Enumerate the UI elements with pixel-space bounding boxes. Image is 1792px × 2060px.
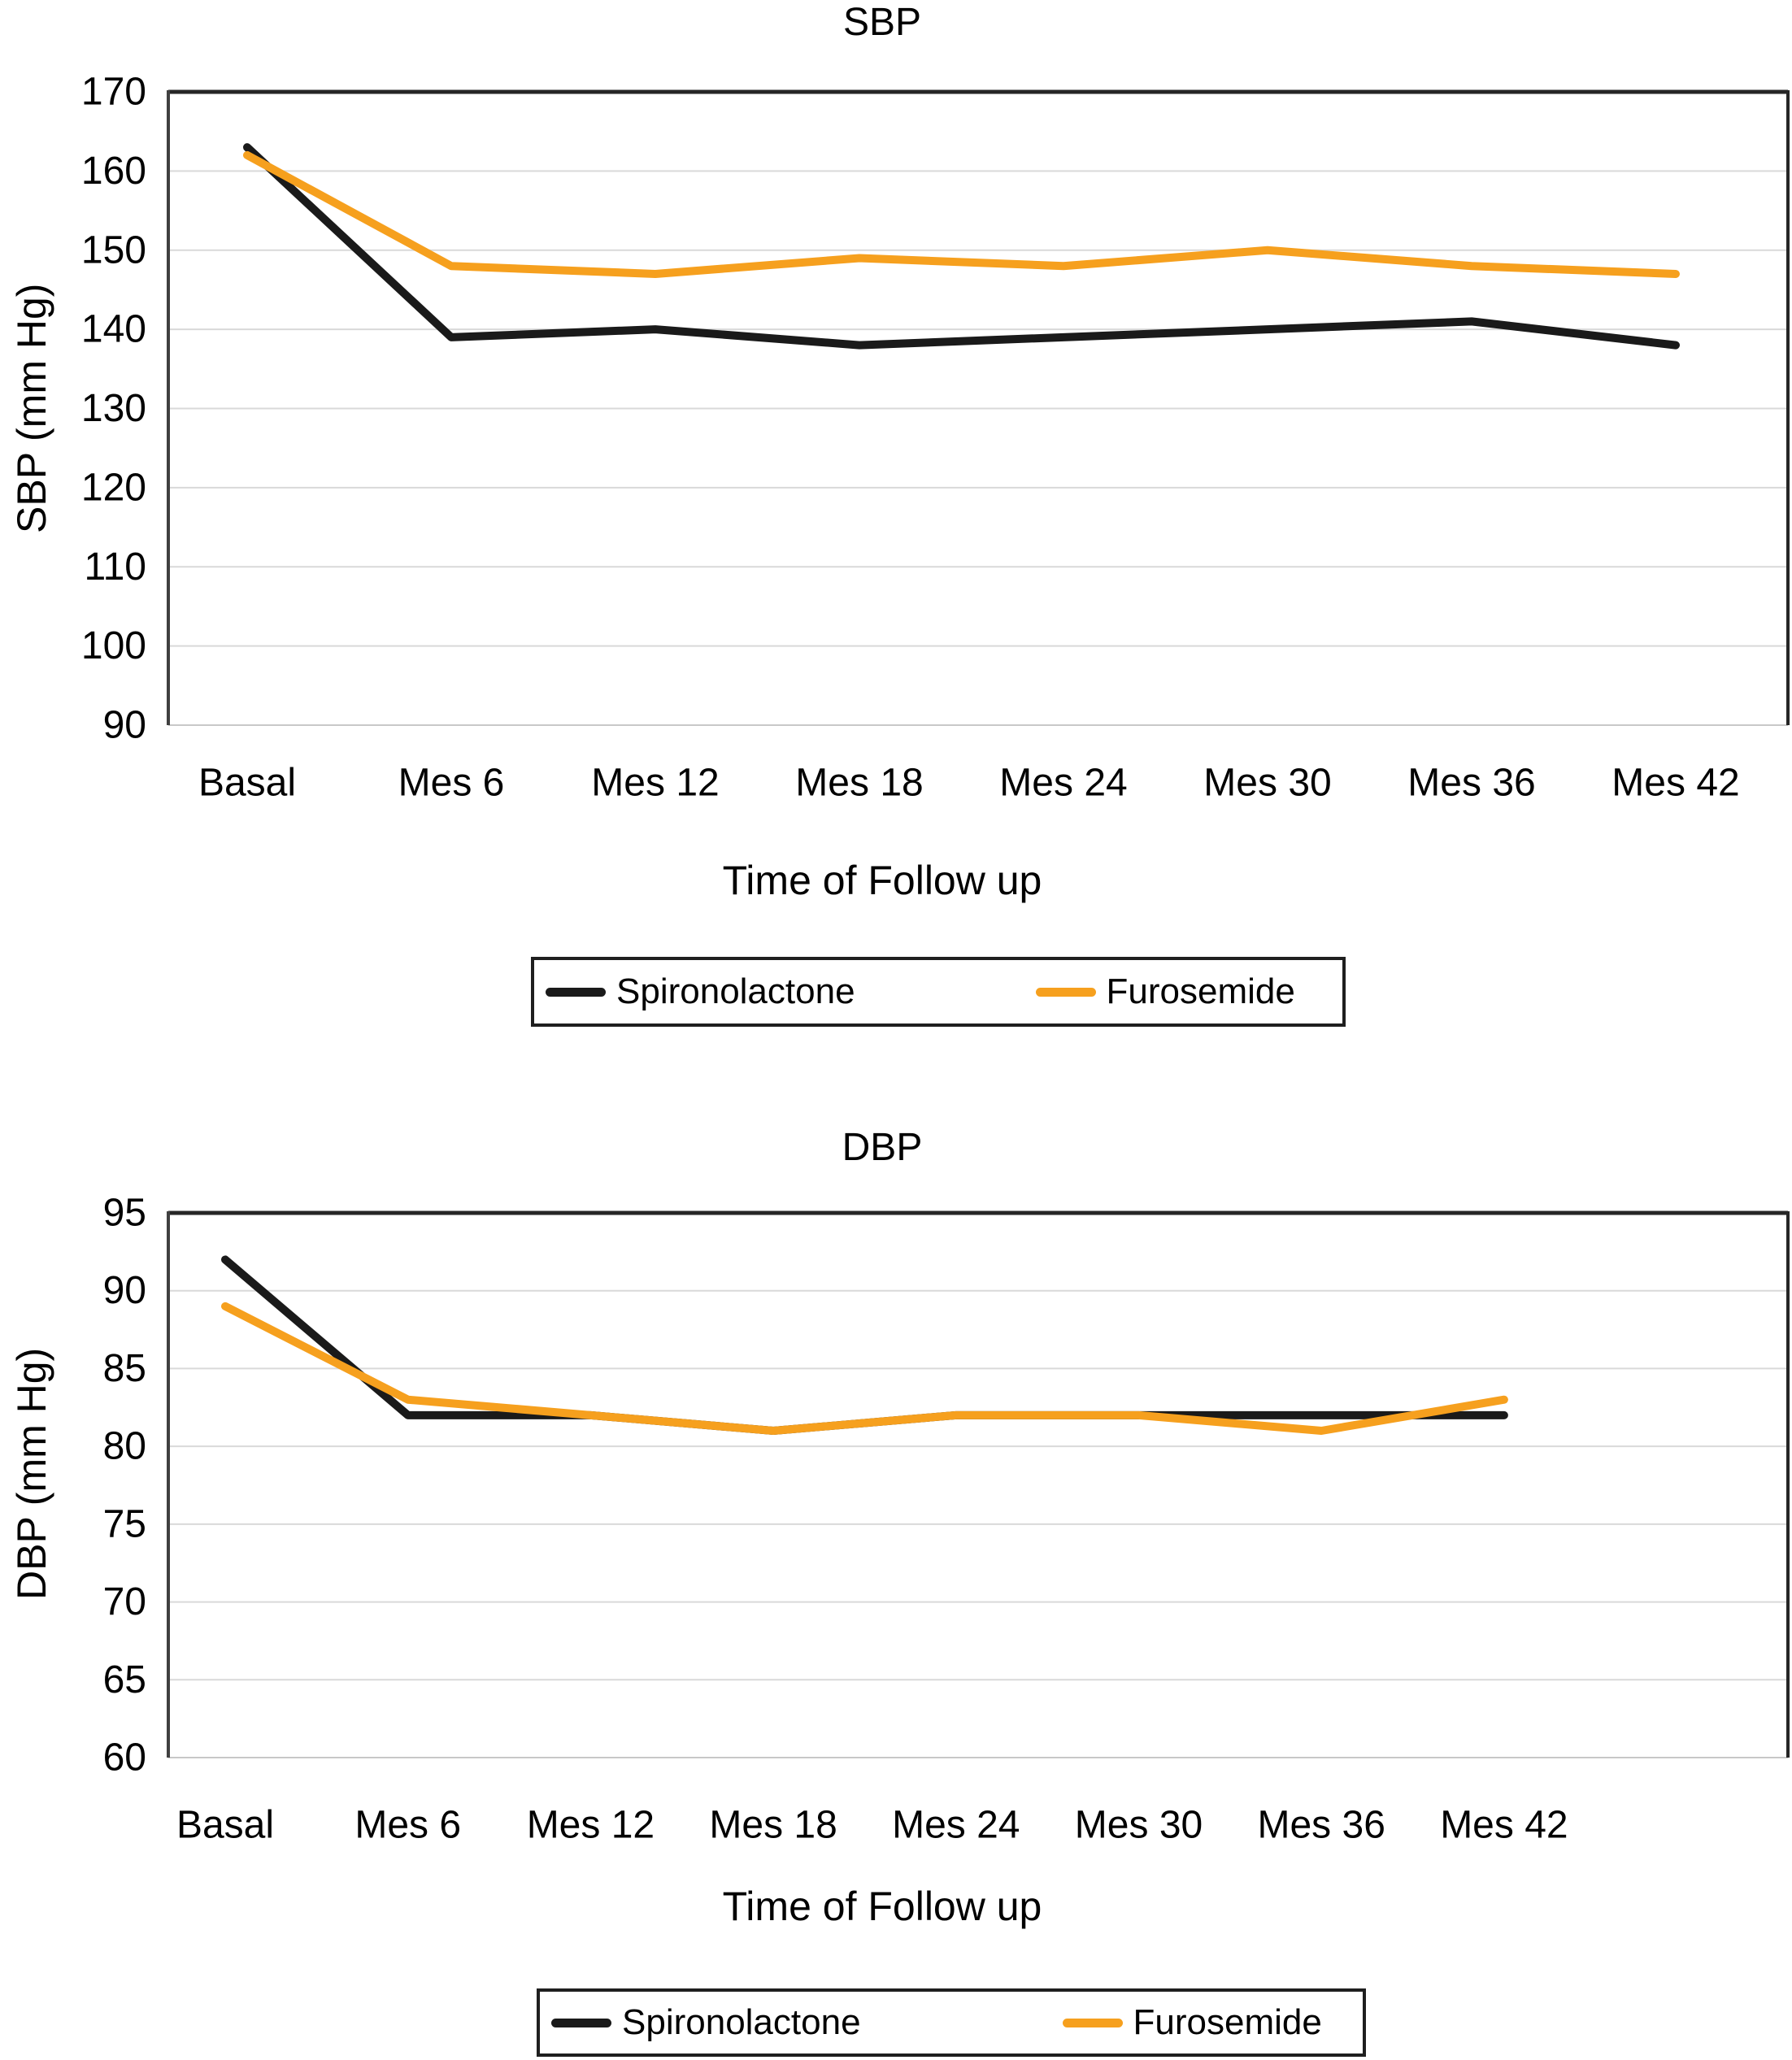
x-tick-label: Mes 12 xyxy=(591,762,719,805)
dbp-x-axis-title: Time of Follow up xyxy=(722,1884,1042,1929)
series-line-furosemide xyxy=(221,1302,1508,1435)
y-tick-label: 170 xyxy=(81,71,146,114)
x-tick-label: Mes 12 xyxy=(527,1804,655,1847)
x-tick-label: Mes 18 xyxy=(709,1804,837,1847)
legend-entry-furosemide: Furosemide xyxy=(1035,971,1295,1012)
x-tick-label: Mes 6 xyxy=(354,1804,461,1847)
x-tick-label: Mes 42 xyxy=(1611,762,1739,805)
x-tick-label: Mes 30 xyxy=(1075,1804,1203,1847)
dbp-legend: Spironolactone Furosemide xyxy=(537,1988,1366,2057)
dbp-y-axis-title: DBP (mm Hg) xyxy=(9,1347,54,1600)
legend-entry-spironolactone: Spironolactone xyxy=(551,2002,861,2043)
y-tick-label: 75 xyxy=(103,1502,146,1545)
y-tick-label: 90 xyxy=(103,704,146,747)
legend-entry-spironolactone: Spironolactone xyxy=(546,971,855,1012)
sbp-chart-title: SBP xyxy=(842,1,922,44)
y-tick-label: 150 xyxy=(81,228,146,272)
spironolactone-line-swatch xyxy=(551,2018,611,2027)
legend-label-spironolactone: Spironolactone xyxy=(616,971,855,1011)
legend-label-furosemide: Furosemide xyxy=(1106,971,1295,1011)
y-tick-label: 110 xyxy=(84,545,146,589)
x-tick-label: Basal xyxy=(176,1804,274,1847)
series-line-spironolactone xyxy=(243,143,1680,350)
y-tick-label: 90 xyxy=(103,1269,146,1312)
y-tick-label: 160 xyxy=(81,150,146,193)
sbp-legend: Spironolactone Furosemide xyxy=(531,957,1346,1027)
x-tick-label: Mes 24 xyxy=(999,762,1127,805)
legend-label-furosemide: Furosemide xyxy=(1133,2002,1322,2042)
series-line-furosemide xyxy=(243,150,1680,278)
dbp-chart-title: DBP xyxy=(842,1126,923,1169)
legend-label-spironolactone: Spironolactone xyxy=(622,2002,861,2042)
legend-entry-furosemide: Furosemide xyxy=(1062,2002,1322,2043)
x-tick-label: Basal xyxy=(198,762,296,805)
x-tick-label: Mes 30 xyxy=(1203,762,1331,805)
x-tick-label: Mes 24 xyxy=(892,1804,1020,1847)
x-tick-label: Mes 36 xyxy=(1257,1804,1385,1847)
y-tick-label: 85 xyxy=(103,1347,146,1390)
y-tick-label: 100 xyxy=(81,624,146,667)
y-tick-label: 140 xyxy=(81,308,146,351)
x-tick-label: Mes 18 xyxy=(795,762,923,805)
spironolactone-line-swatch xyxy=(546,987,606,997)
sbp-x-axis-title: Time of Follow up xyxy=(722,858,1042,903)
sbp-y-axis-title: SBP (mm Hg) xyxy=(9,283,54,533)
series-line-spironolactone xyxy=(221,1255,1508,1435)
y-tick-label: 95 xyxy=(103,1192,146,1235)
y-tick-label: 70 xyxy=(103,1580,146,1623)
y-tick-label: 60 xyxy=(103,1736,146,1780)
x-tick-label: Mes 42 xyxy=(1440,1804,1568,1847)
y-tick-label: 130 xyxy=(81,387,146,430)
y-tick-label: 80 xyxy=(103,1425,146,1468)
x-tick-label: Mes 36 xyxy=(1407,762,1535,805)
furosemide-line-swatch xyxy=(1062,2018,1123,2027)
y-tick-label: 65 xyxy=(103,1658,146,1701)
y-tick-label: 120 xyxy=(81,466,146,509)
x-tick-label: Mes 6 xyxy=(398,762,505,805)
furosemide-line-swatch xyxy=(1035,987,1096,997)
